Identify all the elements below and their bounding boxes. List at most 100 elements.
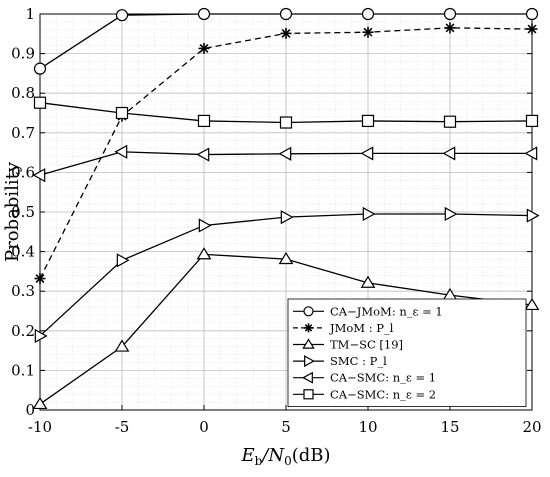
y-tick-label: 0.9 xyxy=(11,45,35,63)
x-axis-label-unit: (dB) xyxy=(292,445,331,466)
data-point-stroke xyxy=(527,24,537,34)
data-point xyxy=(278,146,292,161)
series-triangle-right xyxy=(34,206,540,344)
data-point-stroke xyxy=(35,274,45,283)
x-axis-label-sub: b xyxy=(255,454,263,468)
legend-item: TM−SC [19] xyxy=(293,338,403,352)
data-point xyxy=(360,146,374,161)
data-point xyxy=(302,338,315,349)
data-point xyxy=(524,146,538,161)
legend-item: CA−JMoM: n_ε = 1 xyxy=(293,304,443,318)
data-point xyxy=(444,22,456,34)
data-point xyxy=(197,7,211,21)
series-circle xyxy=(33,7,539,75)
data-point xyxy=(278,251,294,265)
data-point xyxy=(33,96,47,109)
data-point xyxy=(114,144,128,159)
data-point xyxy=(362,26,374,38)
data-point xyxy=(115,106,129,120)
data-point xyxy=(196,147,210,162)
y-tick-label: 0.4 xyxy=(11,243,35,261)
data-point xyxy=(280,210,294,225)
legend-item: CA−SMC: n_ε = 2 xyxy=(293,387,436,401)
data-point xyxy=(525,114,539,128)
data-point xyxy=(442,146,456,161)
legend-label: CA−JMoM: n_ε = 1 xyxy=(330,304,443,318)
data-point xyxy=(524,297,540,311)
data-point xyxy=(443,115,457,128)
data-point xyxy=(279,116,293,129)
data-point-stroke xyxy=(363,27,373,37)
data-point xyxy=(196,247,212,260)
x-tick-label: 15 xyxy=(440,418,459,436)
data-point-stroke xyxy=(445,23,455,33)
x-tick-label: 20 xyxy=(522,418,541,436)
data-point xyxy=(526,208,540,223)
y-tick-label: 0.1 xyxy=(11,361,35,379)
data-point xyxy=(304,323,313,333)
data-point-stroke xyxy=(199,43,209,53)
data-point xyxy=(33,62,47,75)
series-square xyxy=(33,96,539,129)
y-axis-label: Probability xyxy=(2,161,23,262)
data-point xyxy=(303,389,314,400)
axis-ticks: -10 -5 0 5 10 15 20 0 0.1 0.2 0.3 0.4 0.5 0.6 0.7 0.8 0.… xyxy=(11,5,541,436)
data-point xyxy=(198,218,212,233)
data-point xyxy=(304,355,315,368)
y-tick-label: 0.7 xyxy=(11,124,35,142)
legend-item: JMoM : P_l xyxy=(293,321,394,335)
y-tick-label: 0 xyxy=(25,401,35,419)
data-point xyxy=(32,168,46,183)
series-triangle-up xyxy=(32,247,540,410)
data-point xyxy=(362,206,376,222)
legend-label: JMoM : P_l xyxy=(329,321,394,335)
data-point-stroke xyxy=(304,324,313,332)
data-point xyxy=(525,7,539,21)
data-point xyxy=(34,273,46,285)
legend: CA−JMoM: n_ε = 1 JMoM : P_l TM−SC [19] SMC … xyxy=(287,298,527,407)
x-tick-label: 0 xyxy=(199,418,209,436)
x-tick-label: -10 xyxy=(28,418,52,436)
data-point xyxy=(360,275,376,288)
x-axis-label-main: E xyxy=(240,445,254,466)
legend-item: CA−SMC: n_ε = 1 xyxy=(293,371,436,385)
x-tick-label: 10 xyxy=(358,418,377,436)
legend-label: CA−SMC: n_ε = 1 xyxy=(330,371,436,385)
legend-label: TM−SC [19] xyxy=(330,338,403,352)
y-tick-label: 0.8 xyxy=(11,84,35,102)
x-axis-label: Eb/N0(dB) xyxy=(240,445,330,468)
series-triangle-left xyxy=(32,144,538,183)
y-tick-label: 0.5 xyxy=(11,203,35,221)
x-tick-label: -5 xyxy=(115,418,130,436)
data-point xyxy=(279,7,293,21)
data-point xyxy=(115,9,129,22)
data-point xyxy=(302,371,313,384)
data-point xyxy=(280,27,292,39)
legend-label: CA−SMC: n_ε = 2 xyxy=(330,387,436,401)
legend-box xyxy=(287,298,527,407)
x-axis-label-sub2: 0 xyxy=(284,454,292,468)
x-tick-label: 5 xyxy=(281,418,291,436)
y-tick-label: 0.2 xyxy=(11,322,35,340)
y-tick-label: 1 xyxy=(25,5,35,23)
data-point xyxy=(361,114,375,128)
data-point xyxy=(114,339,130,352)
data-point xyxy=(116,253,130,268)
data-point xyxy=(197,114,211,128)
data-point xyxy=(526,23,538,35)
data-point xyxy=(34,328,48,344)
legend-label: SMC : P_l xyxy=(330,354,387,368)
series-layer xyxy=(32,7,540,410)
data-point xyxy=(443,7,457,21)
data-point xyxy=(444,206,458,222)
y-tick-label: 0.3 xyxy=(11,282,35,300)
data-point xyxy=(32,396,48,410)
data-point xyxy=(303,306,314,317)
data-point xyxy=(361,7,375,21)
data-point-stroke xyxy=(281,28,291,38)
data-point xyxy=(198,42,210,54)
x-axis-label-rest: /N xyxy=(260,445,285,466)
y-tick-label: 0.6 xyxy=(11,163,35,181)
legend-item: SMC : P_l xyxy=(293,354,387,368)
